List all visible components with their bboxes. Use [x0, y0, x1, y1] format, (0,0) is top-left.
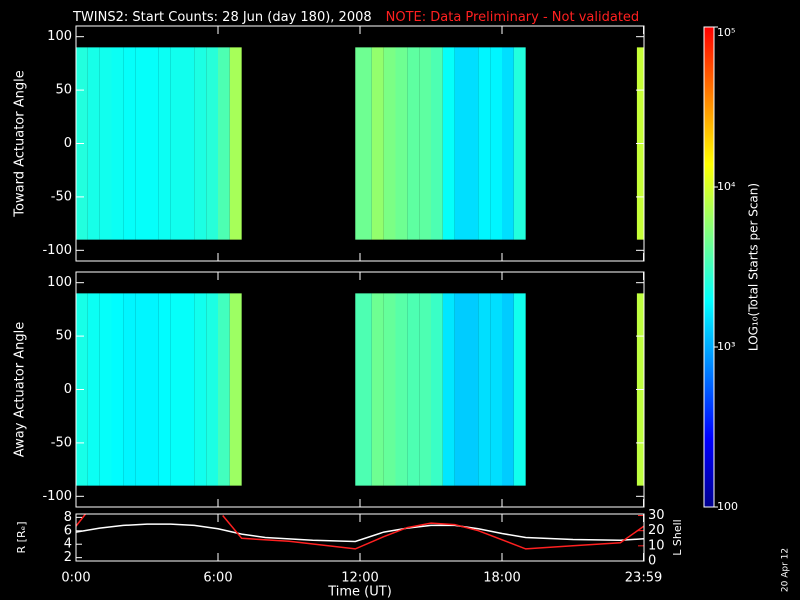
- series-line: [76, 514, 644, 550]
- heat-cell: [99, 47, 112, 240]
- x-axis-label: Time (UT): [327, 585, 392, 600]
- colorbar-tick-label: 100: [717, 500, 738, 513]
- y2-axis-label: L Shell: [671, 519, 684, 555]
- heat-cell: [395, 47, 408, 240]
- heat-cell: [371, 47, 384, 240]
- heat-cell: [87, 47, 100, 240]
- heat-cell: [355, 293, 372, 486]
- colorbar-tick-label: 10⁵: [717, 26, 735, 39]
- heat-cell: [147, 293, 159, 486]
- heat-cell: [170, 293, 183, 486]
- colorbar-tick-label: 10³: [717, 340, 735, 353]
- heat-cell: [158, 293, 171, 486]
- heat-cell: [182, 293, 195, 486]
- heat-cell: [194, 293, 207, 486]
- plot-frame: [75, 513, 645, 562]
- x-tick-label: 12:00: [341, 571, 378, 586]
- y-axis-label: Away Actuator Angle: [13, 322, 28, 457]
- heat-cell: [395, 293, 408, 486]
- y-tick-label: 2: [64, 550, 72, 565]
- y-tick-label: -100: [42, 489, 72, 504]
- heat-cell: [218, 47, 230, 240]
- y-tick-label: 100: [47, 275, 72, 290]
- heat-cell: [490, 293, 502, 486]
- heat-cell: [454, 47, 467, 240]
- y-tick-label: 6: [64, 523, 72, 538]
- y-tick-label: 4: [64, 537, 72, 552]
- heat-cell: [442, 293, 455, 486]
- heat-cell: [99, 293, 112, 486]
- y-tick-label: -100: [42, 243, 72, 258]
- heat-cell: [111, 47, 124, 240]
- heat-cell: [355, 47, 372, 240]
- y-tick-label: 0: [64, 136, 72, 151]
- title: TWINS2: Start Counts: 28 Jun (day 180), …: [72, 10, 372, 25]
- heat-cell: [431, 47, 443, 240]
- heat-cell: [513, 47, 526, 240]
- y2-tick-label: 30: [648, 508, 665, 523]
- x-tick-label: 23:59: [625, 571, 662, 586]
- heat-cell: [419, 293, 431, 486]
- heat-cell: [454, 293, 467, 486]
- heat-cell: [135, 293, 147, 486]
- heat-cell: [229, 293, 242, 486]
- x-tick-label: 18:00: [483, 571, 520, 586]
- heat-cell: [194, 47, 207, 240]
- y2-tick-label: 20: [648, 523, 665, 538]
- heat-cell: [182, 47, 195, 240]
- heat-cell: [206, 47, 218, 240]
- note: NOTE: Data Preliminary - Not validated: [386, 10, 640, 25]
- heat-cell: [502, 293, 514, 486]
- series-line: [76, 523, 644, 543]
- heat-cell: [383, 293, 396, 486]
- y-tick-label: -50: [51, 189, 72, 204]
- colorbar-tick-label: 10⁴: [717, 180, 736, 193]
- heat-cell: [478, 293, 491, 486]
- y-tick-label: 50: [55, 83, 72, 98]
- heat-cell: [466, 47, 479, 240]
- heat-cell: [111, 293, 124, 486]
- heat-cell: [513, 293, 526, 486]
- y-tick-label: 50: [55, 329, 72, 344]
- x-tick-label: 0:00: [61, 571, 90, 586]
- heat-cell: [478, 47, 491, 240]
- heat-cell: [206, 293, 218, 486]
- y-tick-label: 0: [64, 382, 72, 397]
- heat-cell: [218, 293, 230, 486]
- y-tick-label: 8: [64, 510, 72, 525]
- colorbar-label: LOG₁₀(Total Starts per Scan): [747, 183, 761, 351]
- y-tick-label: 100: [47, 29, 72, 44]
- heat-cell: [371, 293, 384, 486]
- colorbar: [703, 26, 715, 508]
- y2-tick-label: 0: [648, 554, 656, 569]
- y-axis-label: Toward Actuator Angle: [13, 70, 28, 217]
- heat-cell: [490, 47, 502, 240]
- heat-cell: [407, 47, 420, 240]
- chart-title: TWINS2: Start Counts: 28 Jun (day 180), …: [72, 10, 639, 25]
- heat-cell: [431, 293, 443, 486]
- heat-cell: [87, 293, 100, 486]
- heat-cell: [135, 47, 147, 240]
- heat-cell: [158, 47, 171, 240]
- date-stamp: 20 Apr 12: [781, 548, 791, 592]
- heat-cell: [419, 47, 431, 240]
- heat-cell: [170, 47, 183, 240]
- heat-cell: [123, 47, 136, 240]
- heat-cell: [407, 293, 420, 486]
- heat-cell: [229, 47, 242, 240]
- y-tick-label: -50: [51, 435, 72, 450]
- heat-cell: [502, 47, 514, 240]
- heat-cell: [442, 47, 455, 240]
- y2-tick-label: 10: [648, 538, 665, 553]
- x-tick-label: 6:00: [203, 571, 232, 586]
- heat-cell: [147, 47, 159, 240]
- heat-cell: [466, 293, 479, 486]
- heat-cell: [383, 47, 396, 240]
- heat-cell: [123, 293, 136, 486]
- y-axis-label: R [Rₑ]: [15, 522, 28, 554]
